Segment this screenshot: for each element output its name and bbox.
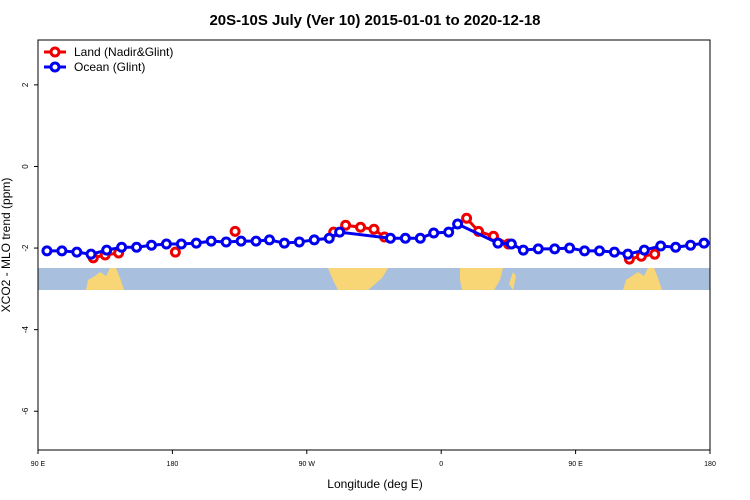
x-axis-label: Longitude (deg E) (327, 477, 422, 491)
legend-label: Land (Nadir&Glint) (74, 45, 173, 59)
x-tick-label: 90 W (299, 461, 316, 468)
chart-title: 20S-10S July (Ver 10) 2015-01-01 to 2020… (209, 12, 540, 29)
data-point (169, 246, 181, 258)
data-point (638, 244, 650, 256)
data-point (41, 245, 53, 257)
plot-frame (37, 39, 711, 451)
data-point (622, 248, 634, 260)
legend-marker (49, 46, 61, 58)
data-point (229, 225, 241, 237)
data-point (685, 239, 697, 251)
x-tick-label: 180 (167, 461, 179, 468)
data-point (334, 226, 346, 238)
data-point (250, 235, 262, 247)
data-point (368, 223, 380, 235)
data-point (670, 241, 682, 253)
x-tick-label: 180 (704, 461, 716, 468)
x-tick-label: 90 E (31, 461, 46, 468)
data-point (549, 243, 561, 255)
y-tick-label: -4 (21, 326, 30, 334)
land-shape (460, 268, 503, 290)
data-point (101, 244, 113, 256)
data-point (145, 239, 157, 251)
data-point (384, 232, 396, 244)
y-tick-label: -6 (21, 407, 30, 415)
data-point (443, 226, 455, 238)
data-point (579, 245, 591, 257)
data-point (160, 238, 172, 250)
y-tick-label: -2 (21, 244, 30, 252)
data-point (220, 236, 232, 248)
land-shape (86, 268, 124, 290)
data-point (649, 248, 661, 260)
map-band (38, 268, 710, 290)
ticks: 90 E 180 90 W 0 90 E 180 -6 -4 -2 0 2 (21, 82, 716, 468)
data-point (461, 212, 473, 224)
legend: Land (Nadir&Glint)Ocean (Glint) (44, 45, 173, 74)
data-point (131, 241, 143, 253)
data-point (116, 241, 128, 253)
data-point (308, 234, 320, 246)
data-point (85, 248, 97, 260)
data-point (355, 221, 367, 233)
data-point (399, 232, 411, 244)
data-point (532, 243, 544, 255)
data-point (56, 245, 68, 257)
data-point (175, 238, 187, 250)
legend-marker (49, 61, 61, 73)
data-point (235, 235, 247, 247)
data-point (452, 218, 464, 230)
data-point (505, 238, 517, 250)
data-point (492, 237, 504, 249)
y-tick-label: 2 (21, 82, 30, 87)
data-point (517, 244, 529, 256)
marks (41, 212, 710, 265)
y-tick-label: 0 (21, 164, 30, 169)
x-tick-label: 90 E (568, 461, 583, 468)
data-point (698, 237, 710, 249)
data-point (190, 237, 202, 249)
land-shape (509, 272, 516, 290)
data-point (71, 246, 83, 258)
x-tick-label: 0 (439, 461, 443, 468)
data-point (608, 246, 620, 258)
data-point (278, 237, 290, 249)
data-point (655, 240, 667, 252)
data-point (293, 236, 305, 248)
data-point (414, 232, 426, 244)
data-point (428, 227, 440, 239)
land-shape (623, 268, 662, 290)
legend-label: Ocean (Glint) (74, 60, 145, 74)
data-point (323, 232, 335, 244)
land-shape (328, 268, 388, 290)
y-axis-label: XCO2 - MLO trend (ppm) (0, 178, 13, 313)
data-point (564, 242, 576, 254)
data-point (263, 234, 275, 246)
data-point (340, 219, 352, 231)
data-point (205, 235, 217, 247)
data-point (593, 245, 605, 257)
